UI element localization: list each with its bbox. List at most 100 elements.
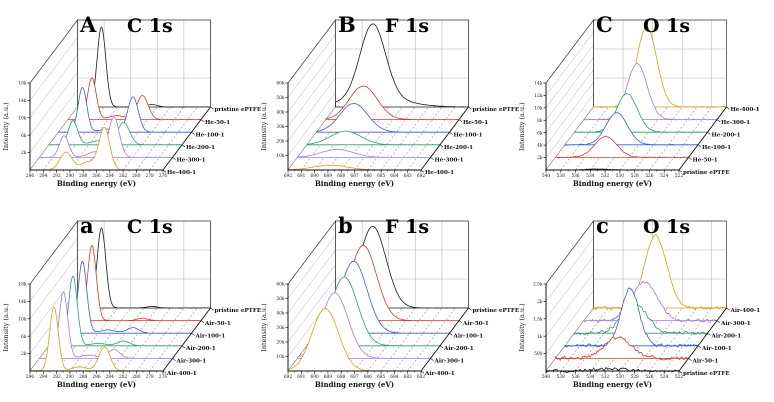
- series-label-Air-300-1: Air-300-1: [434, 359, 465, 365]
- y-tick-label: 2k: [21, 151, 27, 156]
- series-label-Air-100-1: Air-100-1: [195, 333, 226, 339]
- x-tick-label: 286: [92, 375, 100, 380]
- y-tick-label: 2k: [537, 300, 543, 305]
- series-label-He-400-1: He-400-1: [167, 170, 196, 176]
- x-tick-label: 532: [601, 375, 609, 380]
- x-tick-label: 276: [159, 375, 167, 380]
- series-label-Air-300-1: Air-300-1: [720, 321, 751, 327]
- y-tick-label: 10k: [534, 106, 542, 111]
- y-tick-label: 20k: [276, 140, 284, 145]
- x-tick-label: 296: [26, 174, 34, 179]
- panel-peak-title: C 1s: [127, 216, 173, 238]
- y-axis: 2k 6k 10k 14k 18k Intensity (a.u.): [2, 82, 31, 170]
- panel-C-O1s-He: He-400-1 He-300-1 He-200-1 He-100-1 He-50-1 p…: [516, 0, 774, 201]
- y-tick-label: 50k: [276, 297, 284, 302]
- y-tick-label: 12k: [534, 94, 542, 99]
- x-axis-title: Binding energy (eV): [573, 380, 652, 389]
- x-tick-label: 686: [364, 174, 372, 179]
- x-axis: 540 538 536 534 532 530 528 526 524 522 Binding en…: [542, 169, 683, 188]
- panel-titles: a C 1s: [80, 213, 173, 238]
- x-axis-title: Binding energy (eV): [57, 179, 136, 188]
- y-tick-label: 18k: [18, 82, 26, 87]
- panel-a-C1s-Air: pristine ePTFE Air-50-1 Air-100-1 Air-200-1…: [0, 201, 261, 402]
- series-label-He-200-1: He-200-1: [444, 145, 473, 151]
- x-tick-label: 288: [79, 174, 87, 179]
- y-axis: 500 1k 1.5k 2k 2.5k Intensity (a.u.): [518, 283, 547, 371]
- plot-C: He-400-1 He-300-1 He-200-1 He-100-1 He-50-1 p…: [518, 12, 760, 188]
- x-tick-label: 684: [390, 174, 398, 179]
- y-axis: 10k 20k 30k 40k 50k 60k Intensity (a.u.): [260, 283, 289, 371]
- x-tick-label: 292: [52, 375, 60, 380]
- y-tick-label: 50k: [276, 96, 284, 101]
- x-tick-label: 290: [66, 375, 74, 380]
- x-axis: 296 294 292 290 288 286 284 282 280 278 276 Binding…: [26, 169, 167, 188]
- series-curve-Air-50-1: [555, 336, 689, 361]
- series-curve-Air-400-1: [593, 233, 727, 310]
- x-tick-label: 540: [542, 375, 550, 380]
- series-curve-He-100-1: [316, 103, 450, 133]
- panel-letter: c: [596, 213, 609, 238]
- x-tick-label: 524: [660, 375, 668, 380]
- x-tick-label: 294: [39, 174, 47, 179]
- panel-peak-title: O 1s: [643, 15, 690, 37]
- series-curves: [29, 26, 211, 171]
- x-tick-label: 288: [79, 375, 87, 380]
- y-tick-label: 6k: [21, 134, 27, 139]
- x-axis-title: Binding energy (eV): [315, 179, 394, 188]
- series-curves: [545, 26, 727, 171]
- x-tick-label: 290: [66, 174, 74, 179]
- x-tick-label: 526: [645, 174, 653, 179]
- series-label-pristine-ePTFE: pristine ePTFE: [215, 107, 262, 113]
- series-label-pristine-ePTFE: pristine ePTFE: [683, 170, 730, 176]
- x-tick-label: 684: [390, 375, 398, 380]
- x-tick-label: 528: [631, 174, 639, 179]
- series-labels: pristine ePTFE He-50-1 He-100-1 He-200-1 He-…: [162, 106, 262, 176]
- x-axis-title: Binding energy (eV): [57, 380, 136, 389]
- x-tick-label: 280: [132, 375, 140, 380]
- series-curve-He-200-1: [306, 130, 441, 146]
- series-curve-He-400-1: [593, 26, 727, 108]
- panel-c-O1s-Air: Air-400-1 Air-300-1 Air-200-1 Air-100-1 Air-…: [516, 201, 774, 402]
- y-tick-label: 30k: [276, 326, 284, 331]
- x-tick-label: 530: [616, 174, 624, 179]
- series-label-Air-50-1: Air-50-1: [204, 321, 231, 327]
- x-tick-label: 524: [660, 174, 668, 179]
- series-label-pristine-ePTFE: pristine ePTFE: [683, 371, 730, 377]
- x-tick-label: 689: [324, 375, 332, 380]
- series-curve-He-50-1: [555, 135, 689, 159]
- y-tick-label: 60k: [276, 283, 284, 288]
- x-tick-label: 292: [52, 174, 60, 179]
- y-tick-label: 1.5k: [533, 317, 543, 322]
- series-label-Air-200-1: Air-200-1: [185, 346, 216, 352]
- y-tick-label: 2k: [21, 352, 27, 357]
- y-axis-title: Intensity (a.u.): [260, 102, 268, 151]
- series-label-Air-50-1: Air-50-1: [692, 359, 719, 365]
- x-axis: 692 691 690 689 688 687 686 685 684 683 682 Binding…: [284, 370, 425, 389]
- series-curve-Air-200-1: [48, 275, 183, 347]
- series-curve-Air-100-1: [58, 260, 192, 334]
- y-axis: 10k 20k 30k 40k 50k 60k Intensity (a.u.): [260, 82, 289, 170]
- x-tick-label: 686: [364, 375, 372, 380]
- panel-peak-title: F 1s: [385, 15, 429, 37]
- y-tick-label: 40k: [276, 312, 284, 317]
- x-tick-label: 687: [350, 174, 358, 179]
- x-tick-label: 284: [106, 174, 114, 179]
- series-label-He-200-1: He-200-1: [712, 132, 741, 138]
- y-tick-label: 6k: [537, 131, 543, 136]
- series-curves: [29, 227, 211, 372]
- series-label-Air-400-1: Air-400-1: [166, 371, 197, 377]
- plot-b: pristine ePTFE Air-50-1 Air-100-1 Air-200-1…: [260, 213, 519, 389]
- x-tick-label: 294: [39, 375, 47, 380]
- series-label-He-100-1: He-100-1: [454, 132, 483, 138]
- y-axis: 2k 6k 10k 14k 18k Intensity (a.u.): [2, 283, 31, 371]
- x-tick-label: 689: [324, 174, 332, 179]
- x-tick-label: 538: [557, 375, 565, 380]
- y-tick-label: 14k: [534, 82, 542, 87]
- series-labels: pristine ePTFE Air-50-1 Air-100-1 Air-200-1…: [420, 307, 519, 377]
- x-tick-label: 691: [297, 174, 305, 179]
- x-tick-label: 691: [297, 375, 305, 380]
- x-tick-label: 296: [26, 375, 34, 380]
- x-axis: 540 538 536 534 532 530 528 526 524 522 Binding en…: [542, 370, 683, 389]
- x-tick-label: 522: [675, 174, 683, 179]
